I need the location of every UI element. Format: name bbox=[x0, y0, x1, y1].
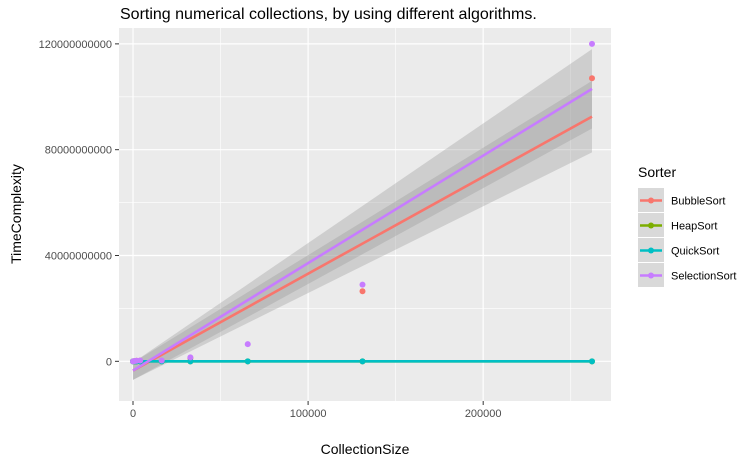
legend-point-bubblesort bbox=[648, 197, 654, 204]
confidence-band-selectionsort bbox=[133, 49, 592, 380]
legend-point-quicksort bbox=[648, 247, 654, 254]
y-tick-label: 80000000000 bbox=[45, 145, 112, 157]
data-point-bubblesort bbox=[359, 288, 366, 295]
x-tick-label: 100000 bbox=[290, 408, 327, 420]
data-point-selectionsort bbox=[588, 40, 595, 47]
legend-point-heapsort bbox=[648, 222, 654, 229]
data-point-selectionsort bbox=[359, 281, 366, 288]
data-point-selectionsort bbox=[158, 357, 165, 364]
x-axis-title: CollectionSize bbox=[321, 441, 410, 457]
plot-area: 0 100000 200000 0 40000000000 80000000000 1200… bbox=[39, 28, 611, 420]
legend: Sorter BubbleSort HeapSort QuickSort Select… bbox=[638, 164, 736, 287]
plot-panel bbox=[119, 28, 611, 401]
legend-title: Sorter bbox=[638, 164, 676, 180]
legend-point-selectionsort bbox=[648, 272, 654, 279]
chart-title: Sorting numerical collections, by using … bbox=[120, 6, 537, 23]
fit-line-selectionsort bbox=[132, 87, 593, 372]
x-tick-label: 200000 bbox=[465, 408, 502, 420]
y-axis-title: TimeComplexity bbox=[8, 164, 24, 264]
data-point-selectionsort bbox=[187, 354, 194, 361]
data-point-quicksort bbox=[588, 358, 595, 365]
data-point-bubblesort bbox=[588, 75, 595, 82]
data-point-selectionsort bbox=[137, 357, 144, 364]
x-tick-label: 0 bbox=[130, 408, 136, 420]
legend-label-quicksort: QuickSort bbox=[671, 246, 719, 258]
y-tick-label: 0 bbox=[106, 356, 112, 368]
legend-label-selectionsort: SelectionSort bbox=[671, 271, 736, 283]
y-tick-label: 120000000000 bbox=[39, 39, 112, 51]
legend-label-bubblesort: BubbleSort bbox=[671, 196, 725, 208]
y-tick-label: 40000000000 bbox=[45, 251, 112, 263]
fit-line-bubblesort bbox=[132, 115, 593, 372]
legend-label-heapsort: HeapSort bbox=[671, 221, 717, 233]
data-point-quicksort bbox=[244, 358, 251, 365]
data-point-quicksort bbox=[359, 358, 366, 365]
data-point-selectionsort bbox=[244, 341, 251, 348]
